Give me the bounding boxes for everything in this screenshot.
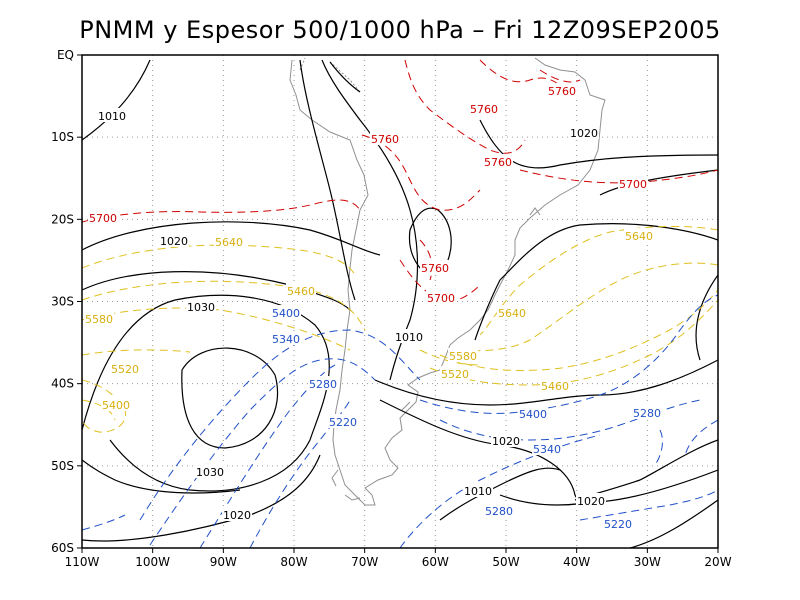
thickness-label: 5220 xyxy=(329,416,357,429)
thickness-label: 5280 xyxy=(633,407,661,420)
thickness-label: 5640 xyxy=(498,307,526,320)
pressure-labels: 1010 1020 1030 1010 1020 1030 1020 1020 … xyxy=(96,108,606,522)
y-tick-label: 10S xyxy=(51,130,74,144)
thickness-label: 5520 xyxy=(111,363,139,376)
x-tick-label: 110W xyxy=(65,555,100,569)
thickness-label: 5760 xyxy=(371,133,399,146)
isobar-label: 1010 xyxy=(98,110,126,123)
thickness-label: 5400 xyxy=(519,408,547,421)
isobar-label: 1010 xyxy=(395,331,423,344)
y-tick-label: 30S xyxy=(51,295,74,309)
thickness-label: 5460 xyxy=(287,285,315,298)
thickness-label: 5520 xyxy=(441,368,469,381)
thickness-label: 5220 xyxy=(604,518,632,531)
thickness-label: 5760 xyxy=(484,156,512,169)
y-tick-label: EQ xyxy=(57,48,74,62)
isobar-label: 1020 xyxy=(492,435,520,448)
thickness-label: 5280 xyxy=(309,378,337,391)
x-tick-label: 30W xyxy=(634,555,661,569)
thickness-label: 5760 xyxy=(548,85,576,98)
isobar-label: 1030 xyxy=(187,301,215,314)
x-tick-label: 90W xyxy=(210,555,237,569)
thickness-labels-mid: 5640 5640 5460 5580 5640 5580 5520 5400 … xyxy=(84,228,654,412)
thickness-label: 5280 xyxy=(485,505,513,518)
x-tick-label: 20W xyxy=(704,555,731,569)
thickness-label: 5700 xyxy=(89,212,117,225)
thickness-label: 5400 xyxy=(272,307,300,320)
axis-ticks: 110W 100W 90W 80W 70W 60W 50W 40W 30W 20W EQ 10S 20S… xyxy=(51,48,732,569)
x-tick-label: 60W xyxy=(422,555,449,569)
thickness-label: 5340 xyxy=(272,333,300,346)
thickness-labels-cold: 5400 5340 5280 5220 5400 5340 5280 5280 … xyxy=(271,305,662,531)
y-tick-label: 50S xyxy=(51,459,74,473)
x-tick-label: 100W xyxy=(135,555,170,569)
graticule-grid xyxy=(82,55,718,548)
y-tick-label: 60S xyxy=(51,541,74,555)
x-tick-label: 50W xyxy=(492,555,519,569)
thickness-labels-warm: 5760 5760 5760 5760 5760 5700 5700 5700 xyxy=(88,83,648,305)
isobar-label: 1020 xyxy=(570,127,598,140)
isobar-label: 1020 xyxy=(223,509,251,522)
map-title: PNMM y Espesor 500/1000 hPa – Fri 12Z09S… xyxy=(79,16,721,44)
thickness-label: 5640 xyxy=(215,236,243,249)
x-tick-label: 40W xyxy=(563,555,590,569)
y-tick-label: 20S xyxy=(51,212,74,226)
thickness-label: 5700 xyxy=(427,292,455,305)
thickness-label: 5400 xyxy=(102,399,130,412)
isobar-label: 1030 xyxy=(196,466,224,479)
thickness-label: 5640 xyxy=(625,230,653,243)
x-tick-label: 70W xyxy=(351,555,378,569)
thickness-label: 5760 xyxy=(421,262,449,275)
thickness-label: 5760 xyxy=(470,103,498,116)
thickness-label: 5580 xyxy=(449,350,477,363)
thickness-label: 5580 xyxy=(85,313,113,326)
isobar-label: 1020 xyxy=(160,235,188,248)
isobar-label: 1010 xyxy=(464,485,492,498)
isobar-label: 1020 xyxy=(577,495,605,508)
coastline xyxy=(289,57,606,506)
thickness-label: 5700 xyxy=(619,178,647,191)
thickness-label: 5460 xyxy=(541,380,569,393)
x-tick-label: 80W xyxy=(280,555,307,569)
thickness-label: 5340 xyxy=(533,443,561,456)
y-tick-label: 40S xyxy=(51,377,74,391)
